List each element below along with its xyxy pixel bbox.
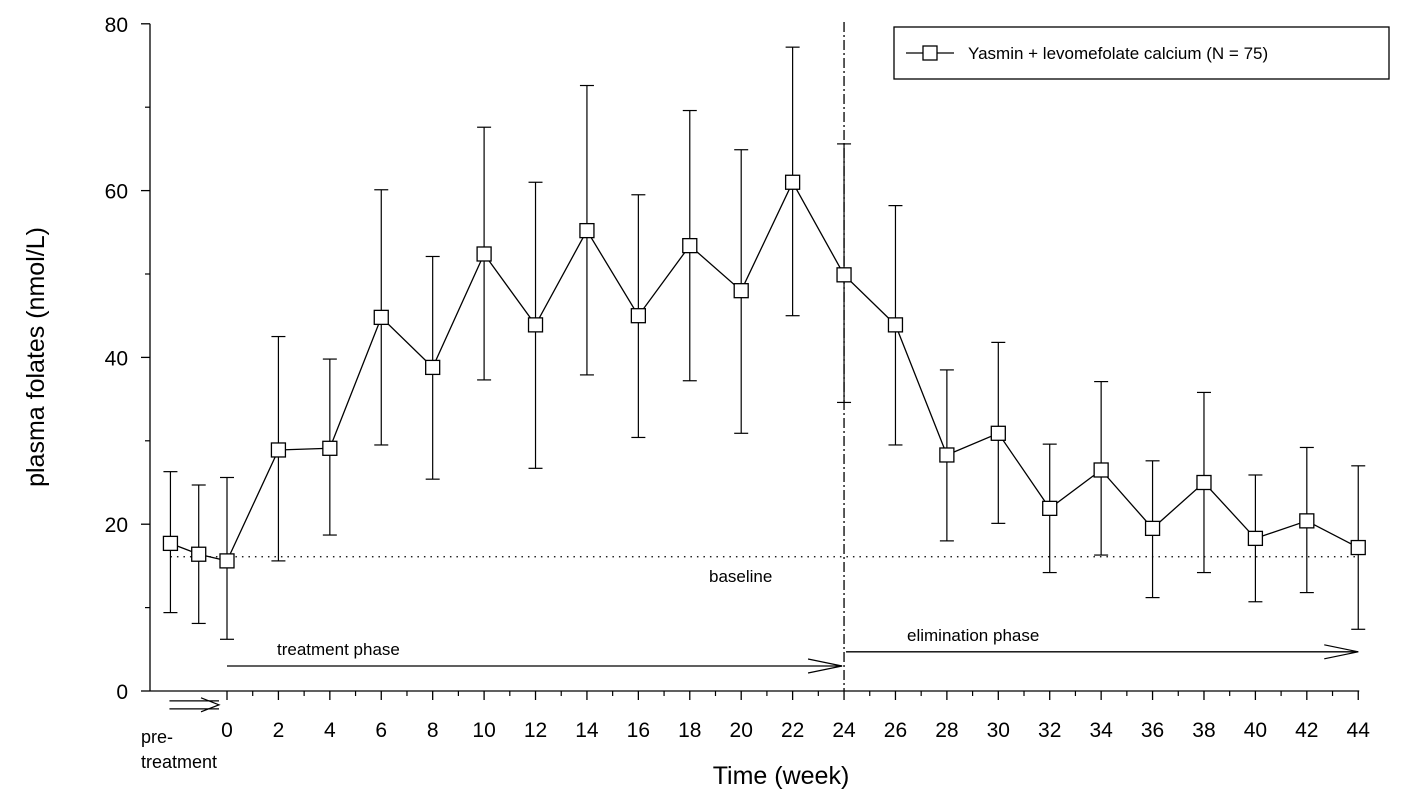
pretreatment-arrow-head (200, 697, 221, 713)
x-tick-label: 16 (627, 719, 650, 742)
pretreatment-label-line2: treatment (141, 752, 217, 772)
y-axis-title: plasma folates (nmol/L) (22, 227, 50, 487)
data-point-marker (322, 440, 338, 456)
data-point-marker (1350, 539, 1366, 556)
data-point-marker (219, 553, 235, 569)
x-tick-label: 12 (524, 719, 547, 742)
y-tick-label: 40 (105, 347, 128, 370)
pretreatment-label-line1: pre- (141, 727, 173, 747)
legend-label: Yasmin + levomefolate calcium (N = 75) (968, 44, 1268, 63)
data-point-marker (733, 283, 749, 299)
legend-box (893, 26, 1390, 80)
x-tick-label: 4 (324, 719, 336, 742)
x-tick-label: 42 (1295, 719, 1318, 742)
baseline-label: baseline (709, 567, 772, 586)
axes (149, 23, 1360, 692)
elimination-phase-arrow-head (1324, 644, 1359, 660)
x-tick-label: 36 (1141, 719, 1164, 742)
x-tick-label: 30 (987, 719, 1010, 742)
data-point-marker (476, 246, 492, 262)
x-tick-label: 18 (678, 719, 701, 742)
data-point-marker (579, 222, 595, 239)
data-point-marker (630, 308, 647, 324)
x-tick-label: 40 (1244, 719, 1267, 742)
data-point-marker (939, 447, 955, 463)
data-point-marker (162, 535, 179, 552)
x-tick-label: 6 (375, 719, 387, 742)
data-point-marker (1299, 513, 1315, 529)
data-point-marker (425, 359, 441, 376)
data-point-marker (527, 317, 544, 333)
x-tick-label: 14 (575, 719, 599, 742)
data-point-marker (270, 442, 287, 458)
x-axis-title: Time (week) (713, 762, 850, 790)
x-tick-label: 24 (832, 719, 856, 742)
data-point-marker (887, 317, 904, 333)
data-point-marker (1042, 500, 1058, 517)
data-point-marker (191, 546, 207, 562)
data-point-marker (1093, 462, 1109, 478)
series-layer (162, 46, 1366, 640)
x-tick-label: 26 (884, 719, 907, 742)
x-tick-label: 22 (781, 719, 804, 742)
data-point-marker (682, 237, 698, 254)
data-point-marker (784, 174, 801, 190)
data-point-marker (836, 267, 852, 283)
x-tick-label: 28 (935, 719, 958, 742)
x-tick-label: 8 (427, 719, 439, 742)
x-tick-label: 2 (273, 719, 285, 742)
data-point-marker (373, 309, 389, 326)
x-tick-label: 0 (221, 719, 233, 742)
data-point-marker (1196, 474, 1212, 491)
data-point-marker (1144, 520, 1161, 537)
y-tick-label: 80 (105, 14, 128, 37)
legend: Yasmin + levomefolate calcium (N = 75) (893, 26, 1390, 80)
x-tick-label: 34 (1089, 719, 1113, 742)
legend-square-marker (922, 45, 938, 61)
x-tick-label: 44 (1347, 719, 1371, 742)
x-tick-label: 10 (472, 719, 495, 742)
y-tick-label: 0 (116, 681, 128, 704)
phase-layer (169, 22, 1359, 713)
series-line (170, 180, 1359, 562)
x-tick-label: 38 (1192, 719, 1215, 742)
treatment-phase-label: treatment phase (277, 640, 400, 659)
data-point-marker (1247, 530, 1264, 547)
y-tick-label: 20 (105, 514, 128, 537)
elimination-phase-label: elimination phase (907, 626, 1039, 645)
x-tick-label: 32 (1038, 719, 1061, 742)
x-tick-label: 20 (730, 719, 753, 742)
treatment-phase-arrow-head (807, 658, 843, 674)
y-tick-label: 60 (105, 181, 128, 204)
data-point-marker (990, 425, 1006, 441)
